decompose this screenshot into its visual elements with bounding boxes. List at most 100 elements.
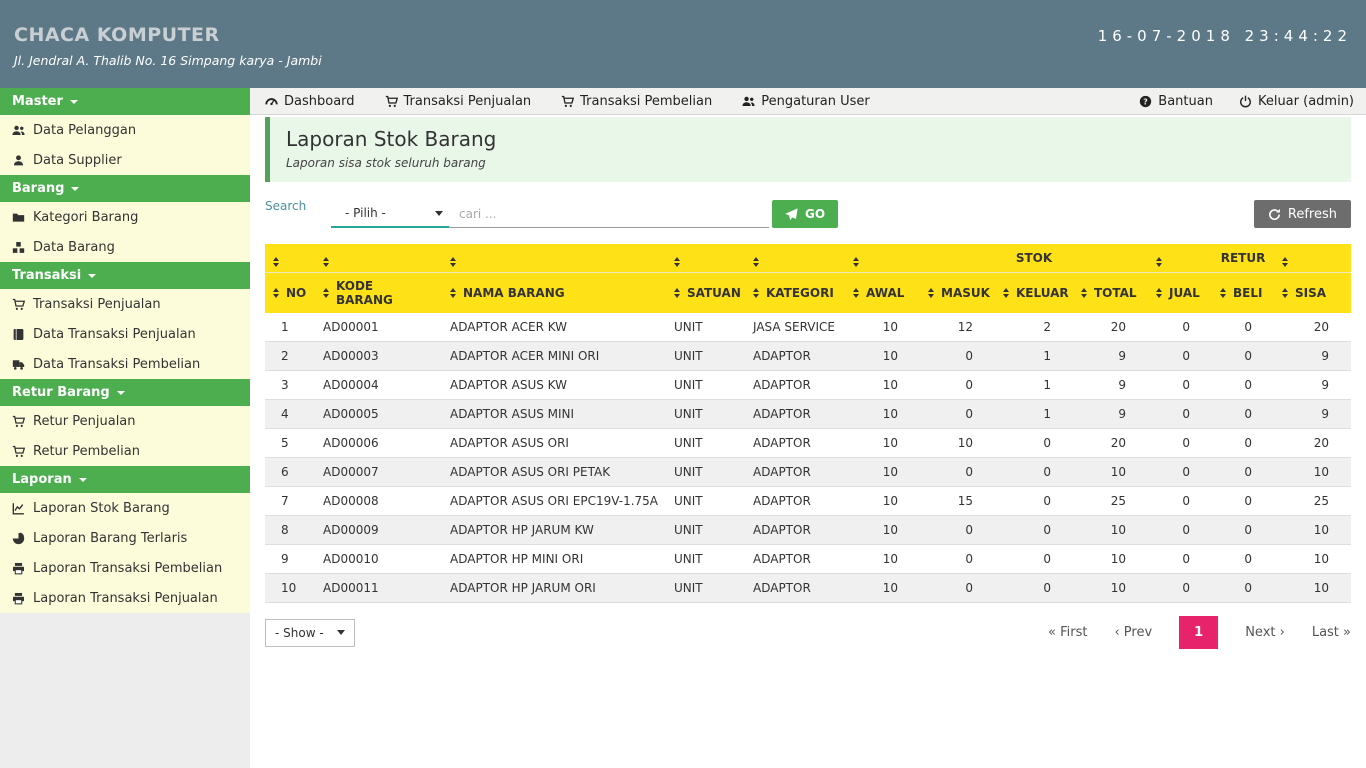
- column-header-beli[interactable]: BELI: [1212, 273, 1274, 314]
- sidebar-item-laporan-stok-barang[interactable]: Laporan Stok Barang: [0, 493, 250, 523]
- sort-up-arrow: [450, 288, 456, 292]
- cell-jual: 0: [1148, 545, 1212, 574]
- column-header-kategori[interactable]: KATEGORI: [745, 273, 845, 314]
- go-button[interactable]: GO: [772, 200, 838, 228]
- sidebar-item-label: Laporan Barang Terlaris: [33, 531, 187, 546]
- table-row: 1AD00001ADAPTOR ACER KWUNITJASA SERVICE1…: [265, 313, 1351, 342]
- user-icon: [12, 154, 25, 167]
- sort-header[interactable]: [442, 244, 666, 273]
- refresh-button[interactable]: Refresh: [1254, 200, 1351, 228]
- cell-kategori: JASA SERVICE: [745, 313, 845, 342]
- sidebar-item-kategori-barang[interactable]: Kategori Barang: [0, 202, 250, 232]
- cell-beli: 0: [1212, 313, 1274, 342]
- sort-header[interactable]: [265, 244, 315, 273]
- cell-total: 9: [1073, 400, 1148, 429]
- nav-item-transaksi-pembelian[interactable]: Transaksi Pembelian: [561, 94, 712, 109]
- sort-header[interactable]: [745, 244, 845, 273]
- sidebar-item-data-pelanggan[interactable]: Data Pelanggan: [0, 115, 250, 145]
- question-icon: [1139, 95, 1152, 108]
- column-header-no[interactable]: NO: [265, 273, 315, 314]
- cell-kategori: ADAPTOR: [745, 487, 845, 516]
- sidebar-item-transaksi-penjualan[interactable]: Transaksi Penjualan: [0, 289, 250, 319]
- pagination-first[interactable]: « First: [1048, 625, 1087, 640]
- pagination-last[interactable]: Last »: [1312, 625, 1351, 640]
- chevron-down-icon: [88, 274, 96, 278]
- table-head: STOKRETUR NOKODE BARANGNAMA BARANGSATUAN…: [265, 244, 1351, 313]
- chevron-down-icon: [337, 630, 345, 635]
- column-header-kode-barang[interactable]: KODE BARANG: [315, 273, 442, 314]
- column-header-awal[interactable]: AWAL: [845, 273, 920, 314]
- cell-sisa: 20: [1274, 429, 1351, 458]
- sidebar-section-label: Retur Barang: [12, 385, 110, 400]
- nav-item-keluar-admin[interactable]: Keluar (admin): [1239, 94, 1354, 109]
- sort-header[interactable]: [845, 244, 920, 273]
- sort-header[interactable]: [1274, 244, 1351, 273]
- sort-header[interactable]: [315, 244, 442, 273]
- sidebar-section-transaksi[interactable]: Transaksi: [0, 262, 250, 289]
- column-header-sisa[interactable]: SISA: [1274, 273, 1351, 314]
- sidebar-section-retur-barang[interactable]: Retur Barang: [0, 379, 250, 406]
- column-header-nama-barang[interactable]: NAMA BARANG: [442, 273, 666, 314]
- nav-item-label: Dashboard: [284, 94, 355, 109]
- cell-nama-barang: ADAPTOR HP JARUM ORI: [442, 574, 666, 603]
- column-header-total[interactable]: TOTAL: [1073, 273, 1148, 314]
- sidebar-item-data-barang[interactable]: Data Barang: [0, 232, 250, 262]
- sidebar-item-retur-pembelian[interactable]: Retur Pembelian: [0, 436, 250, 466]
- column-header-jual[interactable]: JUAL: [1148, 273, 1212, 314]
- table-row: 2AD00003ADAPTOR ACER MINI ORIUNITADAPTOR…: [265, 342, 1351, 371]
- sort-up-arrow: [323, 288, 329, 292]
- sidebar-section-master[interactable]: Master: [0, 88, 250, 115]
- sidebar-item-retur-penjualan[interactable]: Retur Penjualan: [0, 406, 250, 436]
- sort-icon: [753, 288, 759, 298]
- sort-down-arrow: [753, 263, 759, 267]
- cart-icon: [12, 298, 25, 311]
- column-header-keluar[interactable]: KELUAR: [995, 273, 1073, 314]
- search-field-select[interactable]: - Pilih -: [331, 206, 449, 228]
- sort-up-arrow: [1003, 288, 1009, 292]
- sidebar-item-data-transaksi-pembelian[interactable]: Data Transaksi Pembelian: [0, 349, 250, 379]
- sidebar-item-data-supplier[interactable]: Data Supplier: [0, 145, 250, 175]
- cell-kode-barang: AD00005: [315, 400, 442, 429]
- pagination-prev[interactable]: ‹ Prev: [1114, 625, 1152, 640]
- cell-masuk: 0: [920, 574, 995, 603]
- sidebar-item-laporan-transaksi-pembelian[interactable]: Laporan Transaksi Pembelian: [0, 553, 250, 583]
- column-header-label: KELUAR: [1016, 286, 1069, 300]
- sidebar-item-laporan-barang-terlaris[interactable]: Laporan Barang Terlaris: [0, 523, 250, 553]
- sidebar-item-laporan-transaksi-penjualan[interactable]: Laporan Transaksi Penjualan: [0, 583, 250, 613]
- cell-jual: 0: [1148, 313, 1212, 342]
- printer-icon: [12, 562, 25, 575]
- column-header-satuan[interactable]: SATUAN: [666, 273, 745, 314]
- cell-satuan: UNIT: [666, 371, 745, 400]
- cell-masuk: 0: [920, 516, 995, 545]
- cell-awal: 10: [845, 458, 920, 487]
- sidebar-section-barang[interactable]: Barang: [0, 175, 250, 202]
- cell-awal: 10: [845, 487, 920, 516]
- search-input[interactable]: [449, 207, 769, 228]
- show-entries-select[interactable]: - Show -: [265, 619, 355, 647]
- sidebar-item-data-transaksi-penjualan[interactable]: Data Transaksi Penjualan: [0, 319, 250, 349]
- pagination: « First ‹ Prev 1 Next › Last »: [1048, 616, 1351, 649]
- column-header-masuk[interactable]: MASUK: [920, 273, 995, 314]
- sort-header[interactable]: [666, 244, 745, 273]
- book-icon: [12, 328, 25, 341]
- nav-item-pengaturan-user[interactable]: Pengaturan User: [742, 94, 869, 109]
- cell-sisa: 10: [1274, 545, 1351, 574]
- cell-kategori: ADAPTOR: [745, 400, 845, 429]
- pagination-next[interactable]: Next ›: [1245, 625, 1285, 640]
- cell-kategori: ADAPTOR: [745, 545, 845, 574]
- nav-item-transaksi-penjualan[interactable]: Transaksi Penjualan: [385, 94, 532, 109]
- pagination-current-page[interactable]: 1: [1179, 616, 1218, 649]
- table-row: 10AD00011ADAPTOR HP JARUM ORIUNITADAPTOR…: [265, 574, 1351, 603]
- sidebar-item-label: Laporan Transaksi Penjualan: [33, 591, 218, 606]
- cell-kode-barang: AD00007: [315, 458, 442, 487]
- column-header-label: AWAL: [866, 286, 904, 300]
- top-navbar: Dashboard Transaksi Penjualan Transaksi Pe…: [250, 88, 1366, 115]
- navbar-left: Dashboard Transaksi Penjualan Transaksi Pe…: [265, 94, 870, 109]
- sidebar-section-laporan[interactable]: Laporan: [0, 466, 250, 493]
- nav-item-bantuan[interactable]: Bantuan: [1139, 94, 1213, 109]
- refresh-icon: [1268, 208, 1281, 221]
- sort-header[interactable]: [1148, 244, 1212, 273]
- sort-down-arrow: [273, 263, 279, 267]
- nav-item-dashboard[interactable]: Dashboard: [265, 94, 355, 109]
- chart-icon: [12, 502, 25, 515]
